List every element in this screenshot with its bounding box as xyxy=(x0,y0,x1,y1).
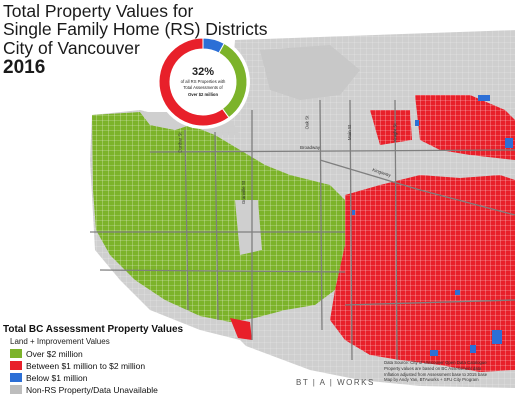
road-label-dunbar: Dunbar St xyxy=(177,132,183,153)
title-line-2: Single Family Home (RS) Districts xyxy=(3,19,268,40)
donut-label: 32% of all RS Properties with Total Asse… xyxy=(166,66,240,97)
legend-label: Over $2 million xyxy=(26,348,83,359)
credit-line-4: Map by Andy Yan, BTAworks + SFU City Pro… xyxy=(384,377,479,383)
legend-item-over-2m: Over $2 million xyxy=(10,348,83,359)
legend-item-below-1m: Below $1 million xyxy=(10,372,87,383)
legend: Total BC Assessment Property Values Land… xyxy=(0,324,250,405)
legend-swatch-grey xyxy=(10,385,22,394)
road-label-oak: Oak St xyxy=(304,115,310,130)
fraser-river xyxy=(230,340,515,405)
donut-caption-1: of all RS Properties with xyxy=(180,79,226,84)
legend-swatch-red xyxy=(10,361,22,370)
east-side-1m-2m xyxy=(330,175,515,372)
credit-line-3: Inflation adjusted from Assessment base … xyxy=(384,371,488,377)
downtown-peninsula xyxy=(260,45,360,100)
road-label-granville: Granville St xyxy=(241,180,247,205)
credit-line-1: Data Source: City of Vancouver Open Data… xyxy=(384,360,487,365)
legend-subtitle: Land + Improvement Values xyxy=(10,337,110,346)
title-line-3: City of Vancouver xyxy=(3,37,140,58)
north-central-1m-2m xyxy=(370,110,412,145)
donut-caption-2: Total Assessments of xyxy=(183,85,223,91)
southwest-red-pocket xyxy=(230,318,252,340)
legend-label: Non-RS Property/Data Unavailable xyxy=(26,384,158,395)
donut-slice-1m-2m xyxy=(158,37,230,127)
legend-label: Between $1 million to $2 million xyxy=(26,360,146,371)
northeast-1m-2m xyxy=(415,95,515,160)
donut-chart xyxy=(156,35,250,129)
btaworks-logo: BT | A | WORKS xyxy=(296,378,375,387)
road-label-broadway: Broadway xyxy=(300,145,321,150)
donut-percent: 32% xyxy=(191,66,215,78)
title-year: 2016 xyxy=(3,57,46,79)
legend-swatch-blue xyxy=(10,373,22,382)
credit-line-2: Property values are based on BC Assessme… xyxy=(384,365,482,371)
legend-title: Total BC Assessment Property Values xyxy=(3,324,184,335)
road-label-knight: Knight St xyxy=(392,123,398,142)
map-title: Total Property Values for Single Family … xyxy=(3,2,267,78)
legend-swatch-green xyxy=(10,349,22,358)
legend-item-1m-2m: Between $1 million to $2 million xyxy=(10,360,145,371)
road-network xyxy=(90,99,515,361)
road-label-main: Main St xyxy=(347,124,353,141)
below-1m-parcels xyxy=(352,95,513,356)
legend-item-non-rs: Non-RS Property/Data Unavailable xyxy=(10,384,158,395)
credits: Data Source: City of Vancouver Open Data… xyxy=(384,360,514,383)
legend-label: Below $1 million xyxy=(26,372,88,383)
donut-caption-3: Over $2 million xyxy=(187,91,219,97)
non-rs-cutout-2 xyxy=(235,200,262,255)
west-side-over-2m xyxy=(92,112,345,322)
title-line-1: Total Property Values for xyxy=(3,1,194,21)
